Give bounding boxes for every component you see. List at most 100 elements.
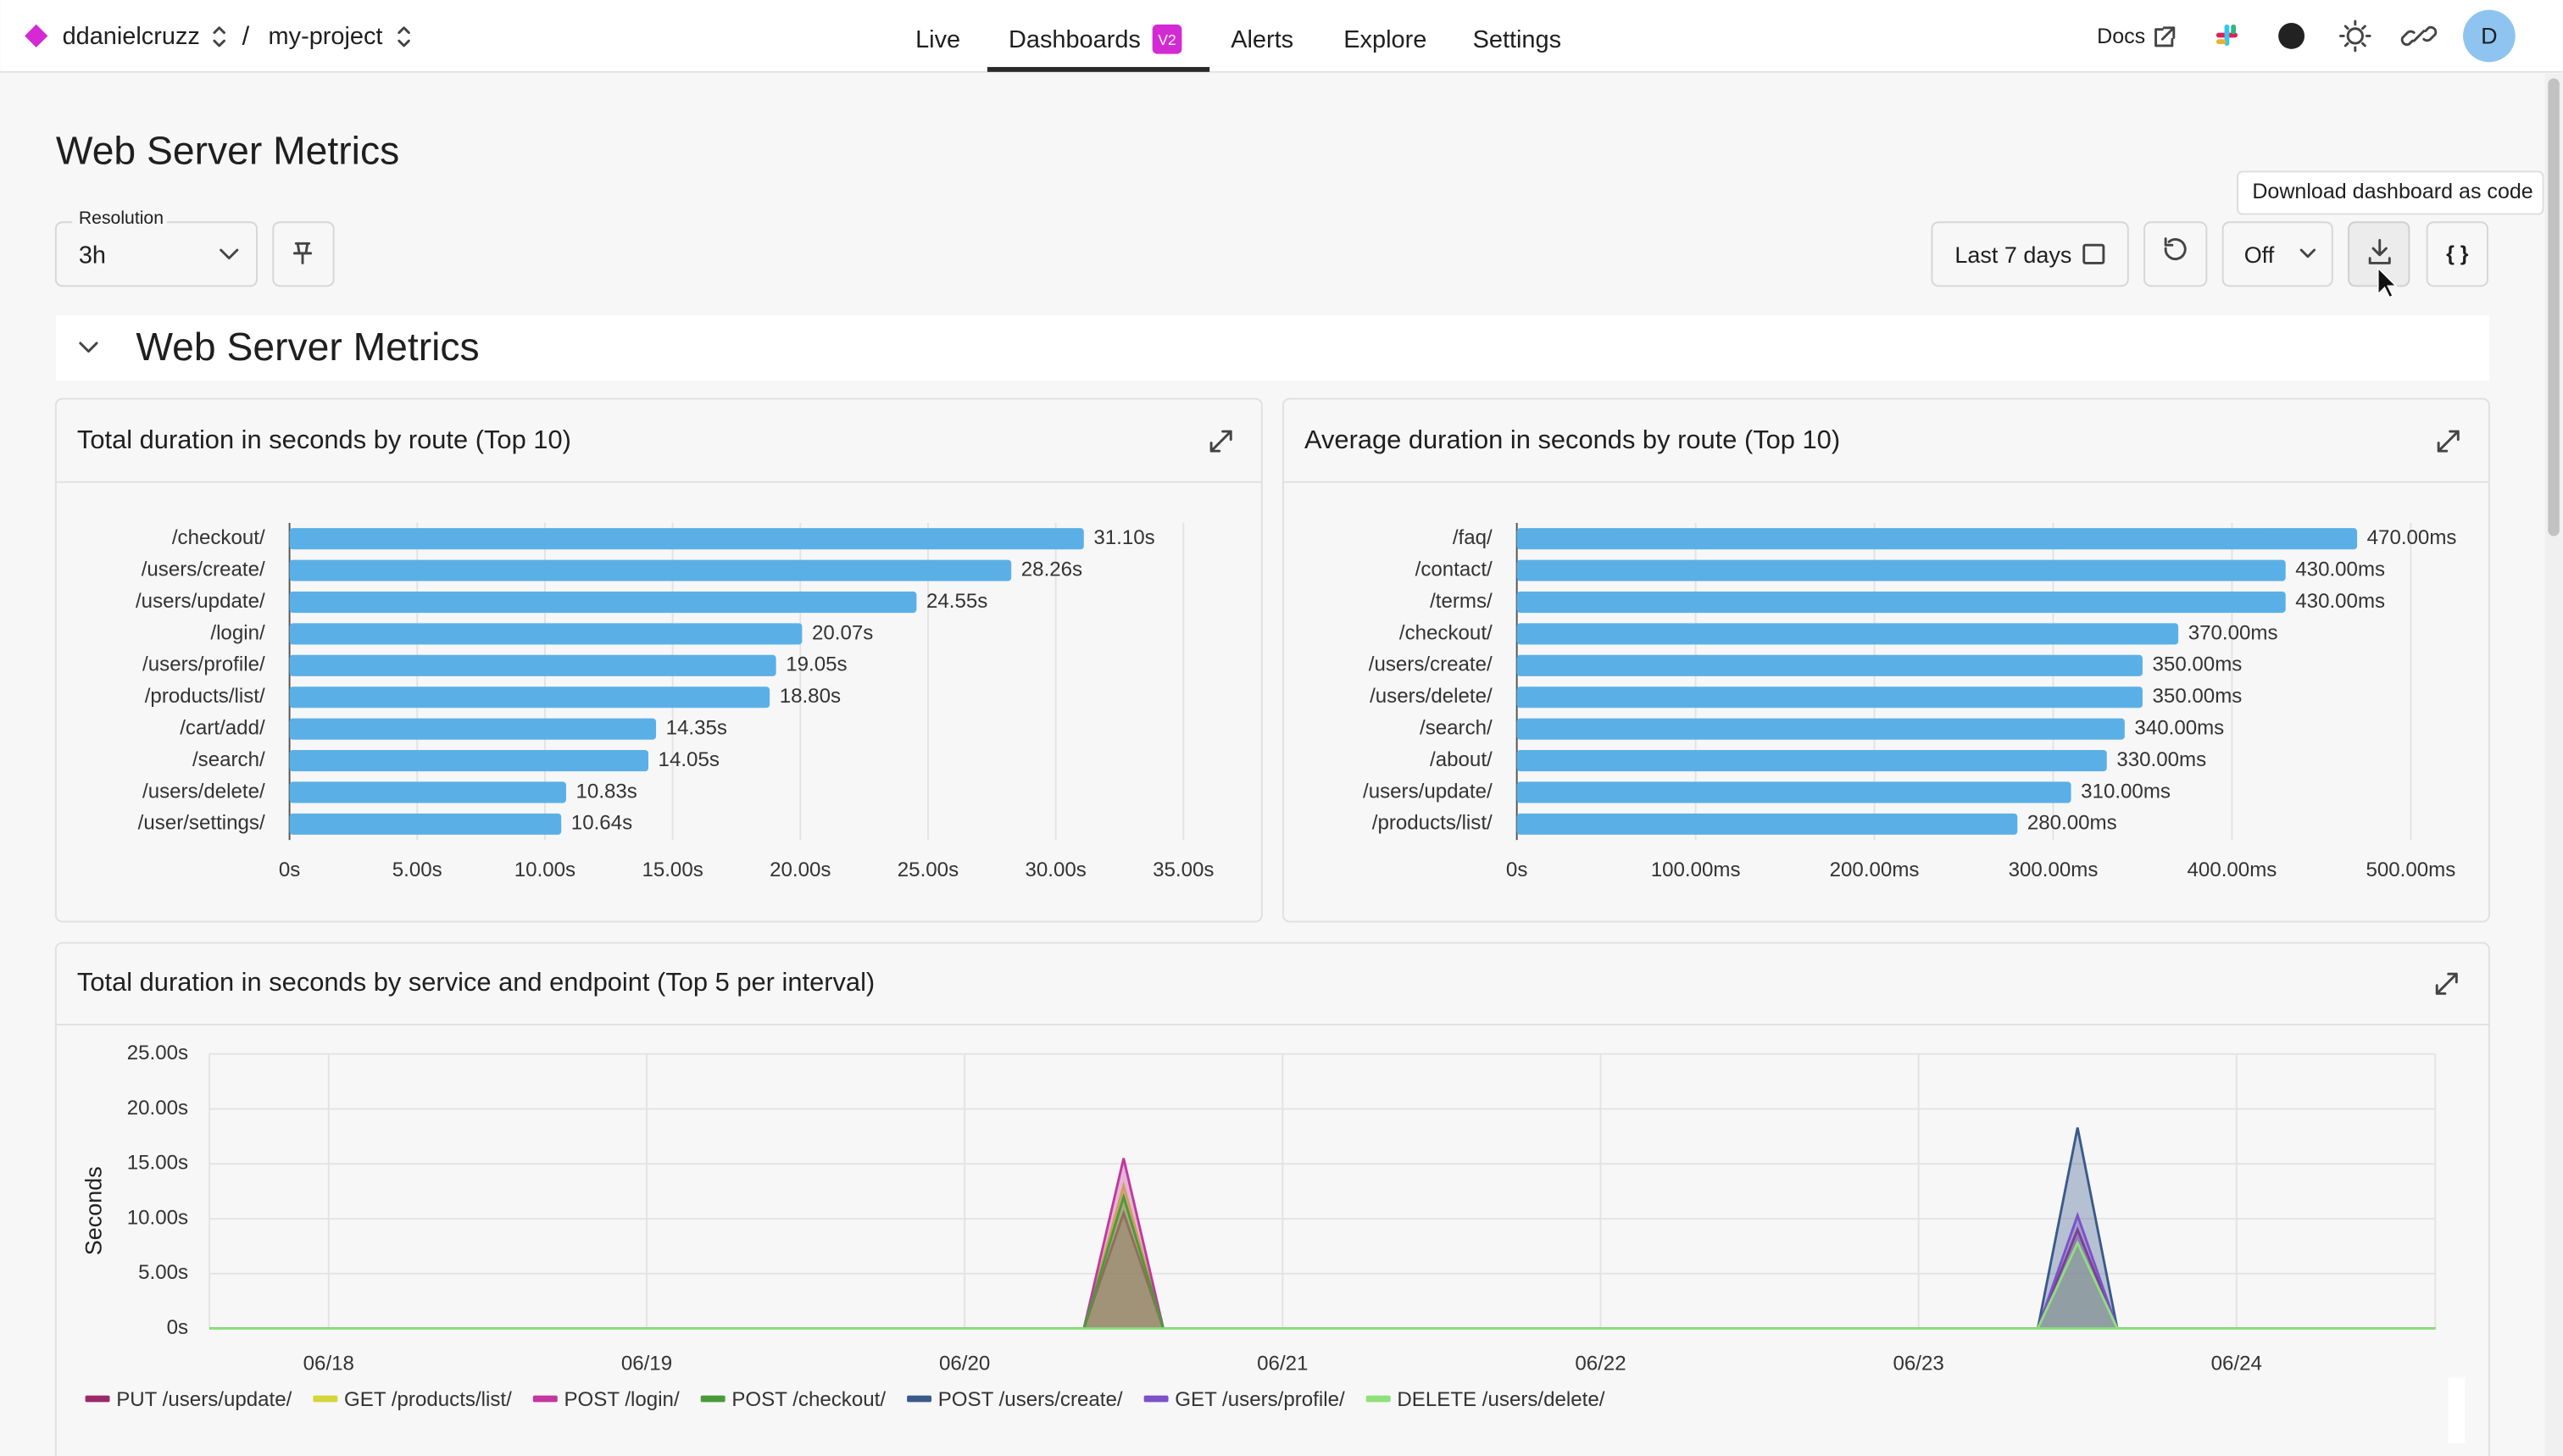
x-tick-label: 06/24 — [2211, 1352, 2262, 1375]
value-label: 10.83s — [576, 780, 637, 803]
legend-label[interactable]: POST /checkout/ — [731, 1388, 886, 1411]
legend-swatch[interactable] — [313, 1396, 337, 1403]
value-label: 340.00ms — [2134, 717, 2224, 740]
nav-tab[interactable]: Dashboards — [1009, 26, 1141, 53]
resolution-value[interactable]: 3h — [79, 242, 106, 269]
legend-label[interactable]: POST /users/create/ — [938, 1388, 1123, 1411]
refresh-button[interactable] — [2144, 222, 2206, 286]
y-tick-label: /contact/ — [1415, 558, 1493, 581]
value-label: 10.64s — [571, 812, 632, 835]
tooltip-text: Download dashboard as code — [2252, 180, 2532, 203]
legend-label[interactable]: GET /products/list/ — [344, 1388, 512, 1411]
legend-label[interactable]: PUT /users/update/ — [116, 1388, 292, 1411]
y-tick-label: /search/ — [192, 748, 265, 771]
x-tick-label: 5.00s — [392, 859, 442, 881]
y-tick-label: /terms/ — [1430, 590, 1493, 613]
section-title: Web Server Metrics — [136, 325, 479, 369]
github-icon[interactable] — [2278, 23, 2304, 49]
y-tick-label: 5.00s — [138, 1261, 188, 1284]
project-name[interactable]: my-project — [269, 23, 383, 50]
x-tick-label: 200.00ms — [1830, 859, 1920, 881]
y-tick-label: 15.00s — [127, 1152, 188, 1175]
bar[interactable] — [1517, 814, 2018, 835]
bar[interactable] — [290, 623, 803, 644]
legend-label[interactable]: DELETE /users/delete/ — [1397, 1388, 1604, 1411]
x-tick-label: 06/22 — [1575, 1352, 1626, 1375]
y-tick-label: /login/ — [210, 621, 265, 644]
x-tick-label: 25.00s — [898, 859, 959, 881]
bar[interactable] — [290, 814, 562, 835]
resize-handle — [2449, 1377, 2465, 1442]
legend-swatch[interactable] — [907, 1396, 931, 1403]
legend-label[interactable]: POST /login/ — [564, 1388, 679, 1411]
legend-swatch[interactable] — [533, 1396, 558, 1403]
y-tick-label: /users/delete/ — [142, 780, 265, 803]
panel — [56, 943, 2489, 1456]
scrollbar-thumb[interactable] — [2548, 79, 2559, 536]
bar[interactable] — [290, 560, 1012, 581]
legend-swatch[interactable] — [1144, 1396, 1169, 1403]
nav-tab[interactable]: Explore — [1343, 26, 1426, 53]
legend-swatch[interactable] — [1366, 1396, 1391, 1403]
bar[interactable] — [1517, 592, 2286, 613]
bar[interactable] — [290, 750, 648, 771]
value-label: 430.00ms — [2295, 590, 2385, 613]
x-tick-label: 0s — [1506, 859, 1527, 881]
auto-refresh[interactable]: Off — [2244, 242, 2275, 268]
bar[interactable] — [290, 655, 776, 676]
legend-label[interactable]: GET /users/profile/ — [1175, 1388, 1345, 1411]
bar[interactable] — [1517, 686, 2143, 708]
y-tick-label: /users/update/ — [136, 590, 265, 613]
y-tick-label: /users/delete/ — [1370, 685, 1493, 708]
y-tick-label: /users/update/ — [1363, 780, 1493, 803]
bar[interactable] — [1517, 655, 2143, 676]
y-tick-label: 25.00s — [127, 1042, 188, 1064]
x-tick-label: 06/20 — [939, 1352, 990, 1375]
breadcrumb-separator: / — [242, 21, 250, 51]
y-tick-label: /products/list/ — [145, 685, 265, 708]
y-tick-label: /about/ — [1430, 748, 1493, 771]
bar[interactable] — [290, 781, 566, 803]
value-label: 310.00ms — [2081, 780, 2171, 803]
x-tick-label: 06/21 — [1257, 1352, 1308, 1375]
docs-link[interactable]: Docs — [2097, 25, 2145, 48]
bar[interactable] — [290, 592, 917, 613]
value-label: 28.26s — [1021, 558, 1082, 581]
legend-swatch[interactable] — [701, 1396, 726, 1403]
bar[interactable] — [1517, 750, 2107, 771]
time-range[interactable]: Last 7 days — [1954, 242, 2071, 268]
y-tick-label: /products/list/ — [1372, 812, 1493, 835]
nav-tab[interactable]: Settings — [1473, 26, 1561, 53]
bar[interactable] — [290, 686, 770, 708]
x-tick-label: 35.00s — [1153, 859, 1214, 881]
resolution-label: Resolution — [79, 208, 164, 228]
legend-swatch[interactable] — [86, 1396, 110, 1403]
bar[interactable] — [290, 528, 1084, 549]
page-title: Web Server Metrics — [56, 128, 399, 172]
bar[interactable] — [1517, 528, 2357, 549]
y-tick-label: /users/create/ — [1369, 653, 1493, 676]
nav-tab[interactable]: Alerts — [1231, 26, 1293, 53]
x-tick-label: 06/23 — [1893, 1352, 1943, 1375]
bar[interactable] — [290, 719, 656, 740]
panel-title: Total duration in seconds by service and… — [77, 967, 875, 997]
value-label: 470.00ms — [2367, 526, 2457, 549]
nav-tab[interactable]: Live — [915, 26, 960, 53]
bar[interactable] — [1517, 560, 2286, 581]
value-label: 350.00ms — [2153, 685, 2243, 708]
y-tick-label: /checkout/ — [1399, 621, 1493, 644]
y-tick-label: /user/settings/ — [138, 812, 265, 835]
bar[interactable] — [1517, 719, 2125, 740]
panel-title: Average duration in seconds by route (To… — [1304, 425, 1840, 454]
value-label: 18.80s — [780, 685, 841, 708]
value-label: 31.10s — [1093, 526, 1154, 549]
bar[interactable] — [1517, 623, 2178, 644]
bar[interactable] — [1517, 781, 2071, 803]
auto-refresh-select[interactable] — [2223, 222, 2332, 286]
org-name[interactable]: ddanielcruzz — [63, 23, 200, 50]
value-label: 430.00ms — [2295, 558, 2385, 581]
code-icon[interactable]: { } — [2446, 242, 2469, 265]
panel-title: Total duration in seconds by route (Top … — [77, 425, 571, 454]
badge-text: V2 — [1158, 31, 1176, 48]
